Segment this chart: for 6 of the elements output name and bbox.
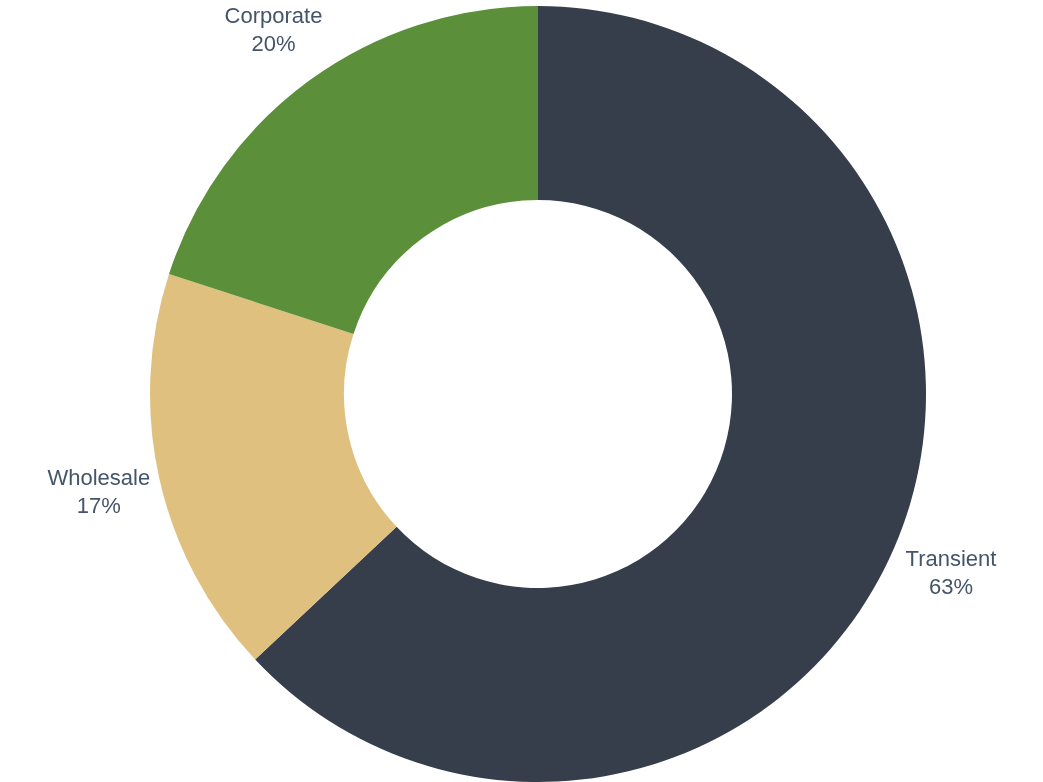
- slice-label: Corporate: [224, 3, 323, 28]
- slice-label: Transient: [905, 545, 997, 571]
- data-label: 17%: [76, 493, 121, 519]
- slice-label: Wholesale: [47, 465, 151, 491]
- data-label: 20%: [251, 31, 296, 56]
- data-label: 63%: [928, 573, 974, 599]
